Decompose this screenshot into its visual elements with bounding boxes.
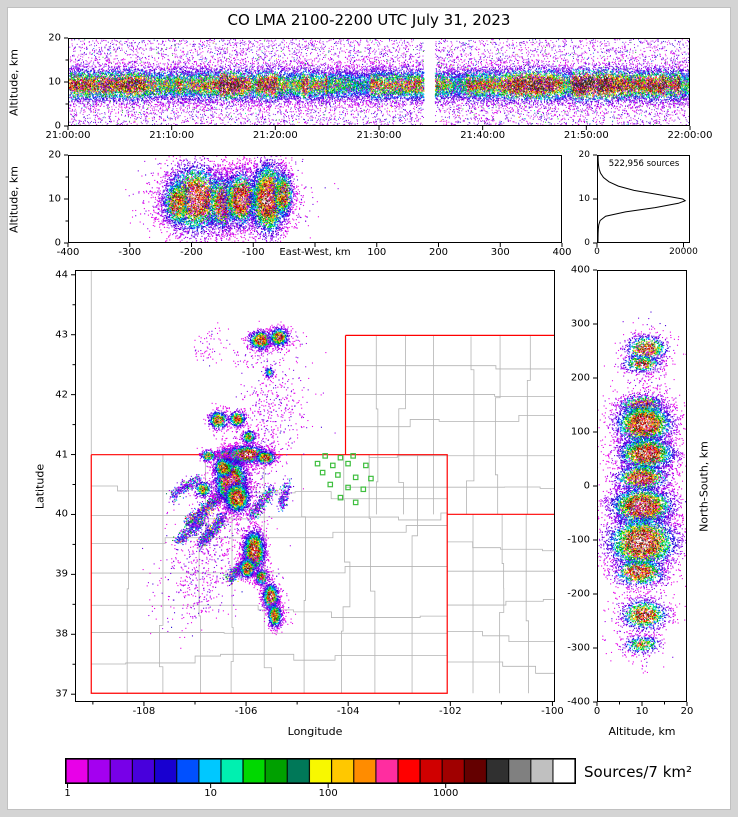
- tick-label: 100: [570, 426, 590, 438]
- tick-label: -300: [567, 642, 590, 654]
- tick-label: 10: [635, 706, 649, 717]
- tick-label: 20: [680, 706, 694, 717]
- plan-view-map-panel: [75, 270, 555, 702]
- tick-label: -106: [234, 706, 258, 717]
- tick-label: 21:50:00: [563, 130, 609, 141]
- tick-label: 42: [55, 389, 68, 401]
- colorbar-label: Sources/7 km²: [584, 763, 693, 781]
- tick-label: 21:10:00: [149, 130, 195, 141]
- north-south-altitude-panel: [597, 270, 687, 702]
- tick-label: 21:00:00: [45, 130, 91, 141]
- tick-label: 20: [48, 149, 61, 161]
- tick-label: 20000: [669, 247, 698, 257]
- tick-label: 21:30:00: [356, 130, 402, 141]
- tick-label: 38: [55, 628, 68, 640]
- tick-label: 20: [578, 150, 590, 160]
- tick-label: -100: [567, 534, 590, 546]
- tick-label: 21:40:00: [460, 130, 506, 141]
- tick-label: 41: [55, 449, 68, 461]
- tick-label: 100: [367, 247, 387, 258]
- tick-label: -400: [56, 247, 80, 258]
- tick-label: 0: [583, 480, 590, 492]
- ns-panel-xlabel: Altitude, km: [608, 725, 676, 738]
- tick-label: 0: [54, 120, 61, 132]
- tick-label: 37: [55, 688, 68, 700]
- tick-label: -200: [567, 588, 590, 600]
- tick-label: 0: [594, 247, 600, 257]
- tick-label: 0: [593, 706, 601, 717]
- ns-panel-ylabel: North-South, km: [697, 441, 711, 532]
- colorbar: [65, 758, 576, 784]
- tick-label: 400: [552, 247, 572, 258]
- tick-label: -104: [336, 706, 360, 717]
- tick-label: 300: [490, 247, 510, 258]
- tick-label: -108: [132, 706, 156, 717]
- tick-label: -100: [541, 706, 564, 717]
- tick-label: 300: [570, 318, 590, 330]
- tick-label: 0: [584, 238, 590, 248]
- map-ylabel: Latitude: [33, 463, 47, 510]
- tick-label: 200: [570, 372, 590, 384]
- tick-label: -102: [438, 706, 462, 717]
- tick-label: 200: [428, 247, 449, 258]
- tick-label: 0: [54, 237, 61, 249]
- tick-label: -200: [180, 247, 203, 258]
- tick-label: 20: [48, 32, 61, 44]
- tick-label: 1000: [432, 788, 459, 799]
- tick-label: 1: [64, 788, 71, 799]
- tick-label: 10: [48, 193, 61, 205]
- map-xlabel: Longitude: [287, 725, 343, 738]
- tick-label: 100: [318, 788, 338, 799]
- tick-label: 43: [55, 329, 68, 341]
- tick-label: -300: [118, 247, 142, 258]
- tick-label: 44: [55, 269, 68, 281]
- tick-label: 10: [204, 788, 217, 799]
- time-height-panel: [68, 38, 690, 126]
- tick-label: 22:00:00: [667, 130, 713, 141]
- ew-panel-xlabel: East-West, km: [279, 247, 351, 258]
- tick-label: 10: [578, 194, 590, 204]
- tick-label: -400: [567, 696, 590, 708]
- figure-title: CO LMA 2100-2200 UTC July 31, 2023: [227, 11, 511, 29]
- east-west-altitude-panel: [68, 155, 562, 243]
- tick-label: 39: [55, 568, 68, 580]
- tick-label: 400: [570, 264, 590, 276]
- tick-label: 21:20:00: [252, 130, 298, 141]
- tick-label: 10: [48, 76, 61, 88]
- tick-label: -100: [241, 247, 265, 258]
- source-count-annotation: 522,956 sources: [608, 159, 680, 169]
- tick-label: 40: [55, 508, 68, 520]
